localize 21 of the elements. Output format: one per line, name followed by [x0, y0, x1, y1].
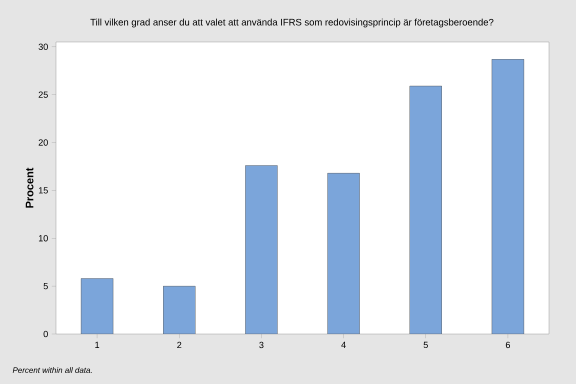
y-tick-label: 10 — [38, 235, 48, 242]
bar — [245, 165, 278, 334]
bar — [163, 286, 196, 334]
bar — [327, 172, 360, 334]
y-tick-label: 20 — [38, 139, 48, 146]
x-tick-label: 6 — [506, 342, 510, 348]
y-tick-label: 0 — [44, 330, 48, 338]
x-tick-label: 4 — [341, 342, 346, 348]
bar — [80, 278, 114, 334]
x-tick-label: 3 — [259, 342, 264, 348]
y-tick-label: 15 — [38, 187, 48, 194]
y-tick-label: 5 — [44, 283, 48, 290]
x-tick-label: 2 — [177, 342, 182, 348]
y-axis-title: Procent — [26, 168, 34, 208]
x-tick-label: 5 — [424, 342, 428, 348]
chart-title: Till vilken grad anser du att valet att använda IFRS som redovisingsprincip är företagsberoende? — [90, 18, 494, 28]
y-tick-label: 30 — [38, 44, 48, 50]
x-tick-label: 1 — [95, 342, 100, 348]
y-tick-label: 25 — [38, 91, 48, 98]
bar — [492, 59, 524, 334]
bar — [410, 86, 442, 334]
